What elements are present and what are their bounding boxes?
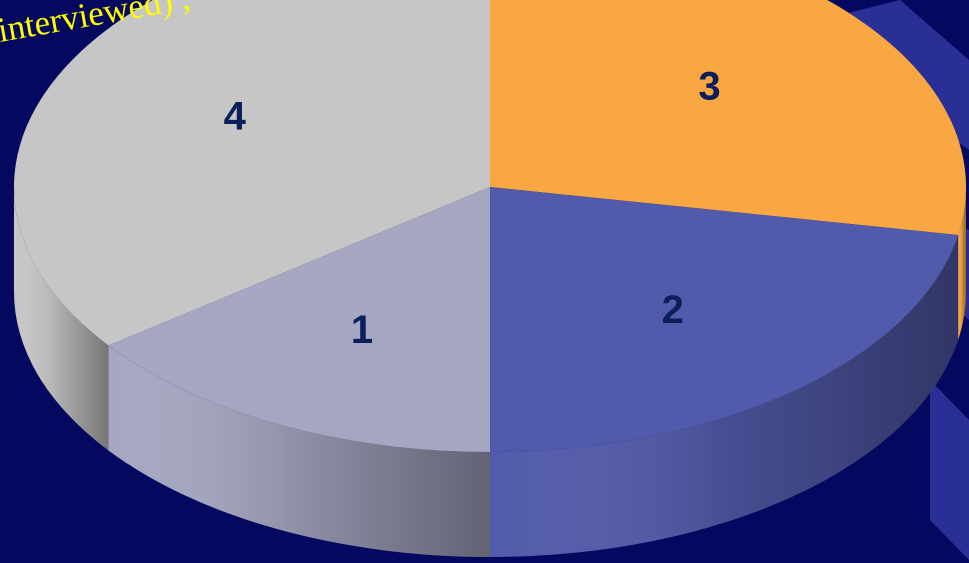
pie-slice-side-shade-4 [14,187,109,451]
slice-label-2: 2 [662,288,684,332]
slice-label-3: 3 [698,64,720,108]
pie-labels: 3 2 1 4 [224,64,721,352]
pie-sides [14,187,966,557]
slice-label-1: 1 [351,308,373,352]
pie-slice-3 [490,0,966,236]
pie-slice-4 [14,0,490,346]
pie-slice-side-shade-1 [108,345,491,557]
pie-slice-side-shade-2 [490,235,959,557]
pie-slice-1 [108,187,491,452]
decor-shape-2 [930,380,969,560]
slice-label-4: 4 [224,95,247,139]
pie-slice-2 [490,187,959,452]
pie-slice-side-shade-3 [958,187,966,341]
pie-tops [14,0,966,452]
